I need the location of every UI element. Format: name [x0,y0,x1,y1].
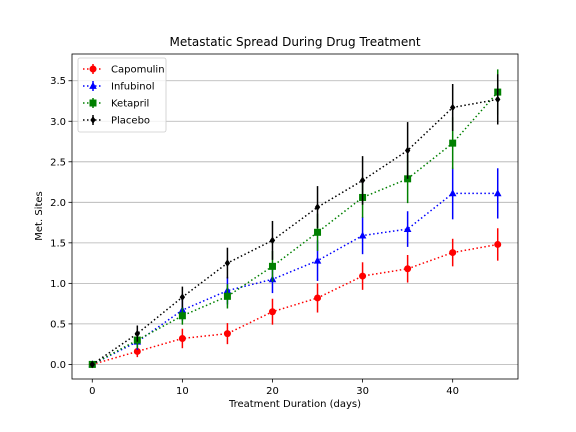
data-point-capomulin [268,308,276,316]
data-point-capomulin [404,265,412,273]
data-point-capomulin [449,249,457,257]
data-point-placebo [314,203,321,211]
series-infubinol [88,167,502,368]
chart-title: Metastatic Spread During Drug Treatment [169,35,420,49]
ticks: 0 10 20 30 40 0.0 0.5 1.0 1.5 2.0 2.5 3.0 3.5 [50,76,459,397]
data-point-infubinol [358,231,367,239]
data-point-ketapril [268,262,276,270]
data-point-infubinol [403,224,412,232]
x-tick-label: 20 [266,386,279,397]
legend-marker-infubinol [89,81,97,89]
x-tick-label: 10 [176,386,189,397]
y-tick-label: 0.5 [50,319,66,330]
series-line-infubinol [91,192,498,366]
y-axis-label: Met. Sites [34,191,45,240]
legend-label-capomulin: Capomulin [111,65,165,76]
data-point-placebo [179,293,186,301]
series-line-placebo [91,98,498,366]
data-point-infubinol [313,256,322,264]
data-point-capomulin [223,330,231,338]
y-tick-label: 1.5 [50,238,66,249]
data-point-placebo [359,176,366,185]
series-layer [88,69,502,369]
data-point-placebo [449,103,456,112]
legend-item-placebo: Placebo [83,115,150,127]
data-point-placebo [89,360,95,369]
legend-marker-placebo [90,116,96,124]
data-point-placebo [495,95,501,104]
legend-label-placebo: Placebo [111,116,150,127]
y-tick-label: 3.5 [50,76,66,87]
y-tick-label: 0.0 [50,360,66,371]
data-point-capomulin [314,294,322,302]
data-point-placebo [404,146,411,155]
x-tick-label: 30 [356,386,369,397]
series-placebo [89,74,501,369]
legend-item-infubinol: Infubinol [83,81,155,93]
data-point-placebo [134,329,141,338]
x-tick-label: 0 [89,386,95,397]
y-tick-label: 3.0 [50,117,66,128]
data-point-infubinol [448,189,457,197]
legend-marker-ketapril [89,99,97,107]
plot-frame [71,53,519,380]
series-line-capomulin [92,243,498,366]
data-point-placebo [269,236,276,245]
data-point-capomulin [133,347,141,355]
data-point-ketapril [449,139,457,147]
data-point-capomulin [359,272,367,280]
data-point-ketapril [223,292,231,300]
legend: Capomulin Infubinol Ketapril Placebo [77,57,167,133]
data-point-ketapril [314,228,322,236]
legend-item-capomulin: Capomulin [83,64,165,76]
data-point-capomulin [494,240,502,248]
data-point-infubinol [493,189,502,197]
x-tick-label: 40 [446,386,459,397]
legend-label-infubinol: Infubinol [111,82,155,93]
legend-label-ketapril: Ketapril [111,99,149,110]
series-capomulin [88,228,502,368]
legend-box [77,57,167,133]
y-tick-label: 1.0 [50,279,66,290]
legend-item-ketapril: Ketapril [83,98,149,110]
data-point-placebo [224,259,231,267]
data-point-capomulin [178,334,186,342]
y-tick-label: 2.5 [50,157,66,168]
legend-marker-capomulin [89,65,97,73]
data-point-ketapril [178,312,186,320]
y-tick-label: 2.0 [50,198,66,209]
series-line-ketapril [91,91,499,366]
x-axis-label: Treatment Duration (days) [228,399,361,410]
